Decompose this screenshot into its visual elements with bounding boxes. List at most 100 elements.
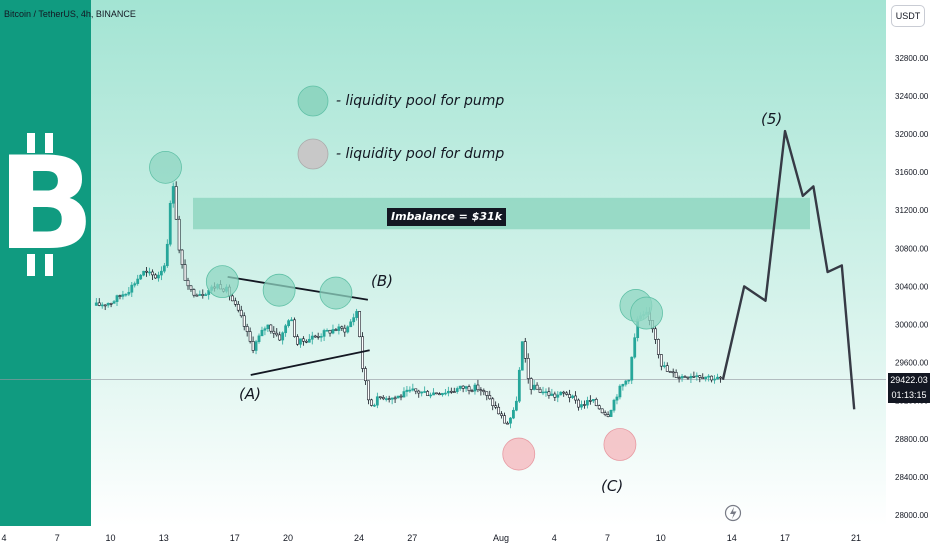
candle [284,323,288,337]
candle [316,332,320,340]
candle [535,382,539,390]
price-tick-label: 28000.00 [895,511,929,520]
candle [485,391,489,401]
pump-circle [262,273,296,307]
candle [523,337,527,363]
candle [547,387,551,399]
candle [387,395,391,403]
time-tick-label: 17 [230,533,240,543]
candle [458,385,462,391]
candle [568,389,572,403]
candle [538,387,542,393]
candle [432,388,435,396]
candle [491,397,495,411]
wave-label-c: (C) [601,477,624,495]
candle [446,386,450,397]
candle [473,382,477,395]
candle [517,367,521,403]
candle [130,281,134,298]
candle [529,377,533,395]
candle [435,392,438,395]
candle [174,181,178,220]
bitcoin-logo-icon: B [0,130,95,279]
candle [145,266,148,277]
currency-badge[interactable]: USDT [891,5,925,27]
candle [275,328,279,337]
price-tick-label: 29600.00 [895,359,929,368]
pump-circle [149,150,182,184]
candle [236,301,240,313]
time-tick-label: 10 [105,533,115,543]
candle [171,182,175,208]
candle [100,302,104,309]
candle [183,259,187,281]
legend-dump-circle [297,138,329,170]
candle [405,386,409,397]
candle [112,300,116,304]
candle [606,411,610,418]
candle [461,385,465,393]
candle [242,312,246,331]
candle [266,324,270,332]
candle [296,334,299,346]
candle [148,267,151,276]
candle [136,274,140,286]
price-tick-label: 30400.00 [895,282,929,291]
candle [621,383,625,391]
candle [346,325,350,334]
price-tick-label: 31600.00 [895,168,929,177]
candle [476,379,480,393]
time-tick-label: 7 [605,533,610,543]
candle [588,395,592,405]
pump-circle [205,265,239,299]
candle [364,366,367,386]
candle [577,398,580,411]
candle [532,380,536,391]
candle [553,391,557,402]
trendline-2 [250,349,370,376]
candle [293,317,296,338]
candle [165,239,169,268]
time-tick-label: 10 [656,533,666,543]
candle [260,326,264,337]
price-tick-label: 30800.00 [895,244,929,253]
candle [168,200,172,247]
price-tick-label: 32000.00 [895,130,929,139]
candle [290,317,293,322]
candle [503,412,506,424]
candle [375,392,379,409]
time-tick-label: 27 [407,533,417,543]
candle [438,392,441,396]
time-tick-label: 13 [159,533,169,543]
candle [325,328,329,332]
candle [299,338,302,348]
candle [689,373,693,383]
wave-label-b: (B) [371,272,393,290]
candle [94,298,98,306]
legend-pump-text: - liquidity pool for pump [336,93,505,109]
current-price-label: 29422.03 [890,375,928,385]
candle [245,323,249,337]
candle [384,396,388,402]
candle [251,336,255,354]
candle [585,396,589,409]
candle [500,411,503,419]
candle [509,417,512,429]
candle [455,386,459,394]
time-tick-label: 14 [727,533,737,543]
candle [307,334,311,343]
candle [686,376,690,380]
candle [142,270,146,277]
candle [571,394,574,400]
candle [630,356,634,384]
candle [716,373,719,380]
candle [310,331,314,345]
legend-dump-text: - liquidity pool for dump [336,146,505,162]
candle [263,326,267,336]
time-tick-label: 20 [283,533,293,543]
lightning-icon[interactable] [724,504,742,522]
time-axis [0,526,932,550]
candle [233,297,237,307]
candle [624,379,628,387]
